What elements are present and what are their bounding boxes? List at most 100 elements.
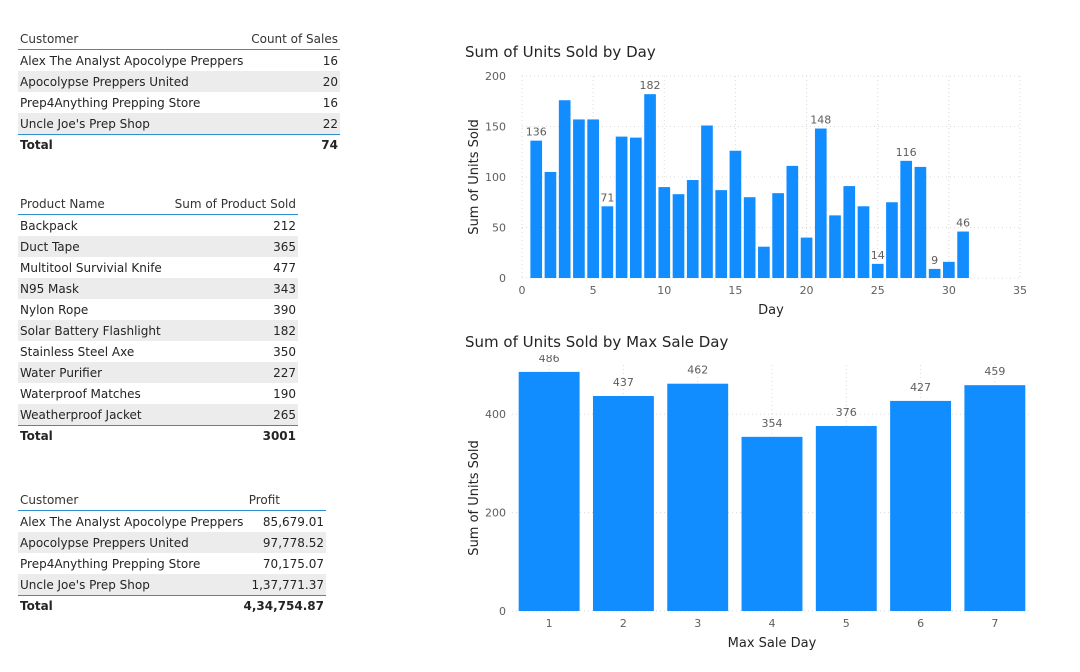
x-tick-label: 3 [694, 617, 701, 630]
table-row: Duct Tape 365 [18, 236, 298, 257]
bar [587, 119, 599, 279]
y-axis-title: Sum of Units Sold [467, 119, 482, 234]
bar [957, 231, 969, 278]
bar [914, 166, 927, 278]
bar [544, 171, 557, 278]
y-tick-label: 50 [492, 222, 506, 235]
bar [518, 371, 580, 611]
table-row: Uncle Joe's Prep Shop 1,37,771.37 [18, 574, 326, 595]
column-header[interactable]: Count of Sales [251, 32, 338, 46]
data-label: 182 [640, 79, 661, 92]
x-tick-label: 35 [1013, 284, 1027, 297]
data-label: 462 [687, 364, 708, 377]
table-total-row: Total 74 [18, 134, 340, 155]
bar [800, 237, 813, 278]
data-label: 46 [956, 217, 970, 230]
table-header: Product Name Sum of Product Sold [18, 191, 298, 215]
y-tick-label: 0 [499, 605, 506, 618]
x-tick-label: 30 [942, 284, 956, 297]
x-tick-label: 20 [800, 284, 814, 297]
table-row: Solar Battery Flashlight 182 [18, 320, 298, 341]
bar [815, 426, 877, 611]
bar [592, 395, 654, 611]
bar [786, 165, 799, 278]
table-row: Water Purifier 227 [18, 362, 298, 383]
bar [741, 436, 803, 611]
table-row: Backpack 212 [20, 218, 296, 233]
table-header: Customer Count of Sales [18, 26, 340, 50]
data-label: 148 [810, 114, 831, 127]
x-tick-label: 15 [728, 284, 742, 297]
table-row: Apocolypse Preppers United 20 [18, 71, 340, 92]
column-header[interactable]: Customer [20, 32, 79, 46]
bar [772, 193, 784, 278]
bar [629, 137, 642, 278]
bar [558, 100, 571, 278]
y-tick-label: 400 [485, 408, 506, 421]
bar [900, 160, 913, 278]
customer-sales-table: Customer Count of Sales Alex The Analyst… [18, 26, 340, 155]
table-header: Customer Profit [18, 487, 326, 511]
data-label: 14 [871, 249, 885, 262]
bar [857, 206, 870, 278]
data-label: 459 [984, 365, 1005, 378]
bar [672, 194, 685, 278]
column-header[interactable]: Product Name [20, 197, 105, 211]
table-row: Nylon Rope 390 [20, 302, 296, 317]
units-by-day-chart[interactable]: 0 50 100 150 200 0 5 10 15 20 25 30 35 136 71 182 148 14 1… [460, 62, 1050, 342]
y-tick-label: 150 [485, 121, 506, 134]
units-by-max-sale-day-chart[interactable]: 0 200 400 486 1 437 2 462 3 354 4 376 5 427 6 459 7 Max S… [460, 355, 1050, 655]
bar [743, 197, 756, 278]
bar [701, 125, 713, 278]
product-sold-table: Product Name Sum of Product Sold Backpac… [18, 191, 298, 446]
x-tick-label: 25 [871, 284, 885, 297]
bar [829, 215, 841, 278]
bar [890, 400, 952, 611]
data-label: 9 [931, 254, 938, 267]
data-label: 354 [762, 417, 783, 430]
table-row: Alex The Analyst Apocolype Preppers 85,67… [20, 514, 324, 529]
y-tick-label: 0 [499, 272, 506, 285]
bar [943, 261, 955, 278]
table-total-row: Total 3001 [18, 425, 298, 446]
x-axis-title: Day [758, 303, 784, 318]
x-tick-label: 0 [519, 284, 526, 297]
data-label: 116 [896, 146, 917, 159]
x-tick-label: 4 [769, 617, 776, 630]
bar [658, 187, 671, 278]
bar [644, 94, 656, 279]
bar [758, 246, 770, 278]
bar [530, 140, 543, 278]
column-header[interactable]: Profit [248, 493, 280, 507]
table-row: Prep4Anything Prepping Store 70,175.07 [20, 556, 324, 571]
column-header[interactable]: Sum of Product Sold [174, 197, 296, 211]
x-axis-title: Max Sale Day [728, 636, 817, 651]
chart-title: Sum of Units Sold by Max Sale Day [465, 333, 729, 351]
x-tick-label: 5 [843, 617, 850, 630]
y-tick-label: 100 [485, 171, 506, 184]
table-row: Prep4Anything Prepping Store 16 [20, 95, 338, 110]
table-row: Apocolypse Preppers United 97,778.52 [18, 532, 326, 553]
y-tick-label: 200 [485, 507, 506, 520]
table-total-row: Total 4,34,754.87 [18, 595, 326, 616]
bar [667, 383, 729, 611]
data-label: 71 [600, 191, 614, 204]
column-header[interactable]: Customer [20, 493, 79, 507]
y-axis-title: Sum of Units Sold [467, 440, 482, 555]
table-row: Multitool Survivial Knife 477 [20, 260, 296, 275]
bar [729, 150, 742, 278]
table-row: N95 Mask 343 [18, 278, 298, 299]
bar [814, 128, 827, 278]
data-label: 427 [910, 381, 931, 394]
bar [964, 385, 1026, 611]
data-label: 376 [836, 406, 857, 419]
y-tick-label: 200 [485, 70, 506, 83]
x-tick-label: 5 [590, 284, 597, 297]
bar [715, 190, 728, 278]
bar [928, 268, 941, 278]
x-tick-label: 6 [917, 617, 924, 630]
data-label: 437 [613, 376, 634, 389]
bar [615, 136, 628, 278]
table-row: Alex The Analyst Apocolype Preppers 16 [20, 53, 338, 68]
table-row: Stainless Steel Axe 350 [20, 344, 296, 359]
